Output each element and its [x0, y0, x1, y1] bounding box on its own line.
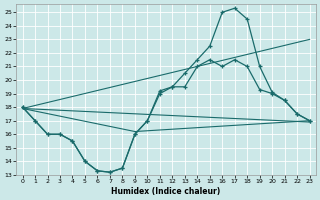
X-axis label: Humidex (Indice chaleur): Humidex (Indice chaleur)	[111, 187, 221, 196]
